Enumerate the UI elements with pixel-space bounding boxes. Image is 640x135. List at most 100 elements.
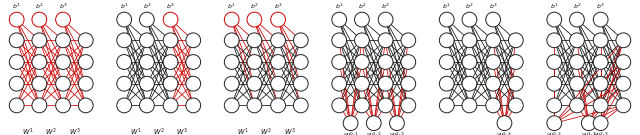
Text: $b^2$: $b^2$ — [250, 2, 259, 11]
Text: $W^{2,3}$: $W^{2,3}$ — [593, 131, 609, 135]
Circle shape — [247, 76, 262, 91]
Circle shape — [247, 55, 262, 69]
Circle shape — [378, 98, 393, 113]
Circle shape — [439, 12, 454, 27]
Circle shape — [116, 12, 132, 27]
Text: $W^3$: $W^3$ — [284, 127, 295, 135]
Circle shape — [186, 98, 201, 113]
Circle shape — [570, 98, 584, 113]
Circle shape — [163, 76, 178, 91]
Circle shape — [439, 55, 454, 69]
Circle shape — [616, 76, 631, 91]
Circle shape — [186, 76, 201, 91]
Text: $b^3$: $b^3$ — [489, 2, 497, 11]
Text: $b^1$: $b^1$ — [120, 2, 129, 11]
Circle shape — [271, 76, 285, 91]
Circle shape — [390, 116, 404, 131]
Circle shape — [271, 12, 285, 27]
Circle shape — [547, 55, 562, 69]
Circle shape — [366, 116, 381, 131]
Circle shape — [439, 33, 454, 48]
Circle shape — [462, 76, 477, 91]
Circle shape — [78, 33, 93, 48]
Circle shape — [570, 55, 584, 69]
Text: $W^1$: $W^1$ — [237, 127, 249, 135]
Circle shape — [378, 12, 393, 27]
Circle shape — [355, 55, 369, 69]
Text: $b^1$: $b^1$ — [442, 2, 451, 11]
Circle shape — [140, 12, 154, 27]
Circle shape — [355, 12, 369, 27]
Circle shape — [593, 116, 608, 131]
Text: $b^1$: $b^1$ — [550, 2, 559, 11]
Circle shape — [293, 55, 308, 69]
Circle shape — [140, 76, 154, 91]
Circle shape — [271, 98, 285, 113]
Circle shape — [355, 76, 369, 91]
Circle shape — [293, 76, 308, 91]
Circle shape — [486, 76, 500, 91]
Circle shape — [224, 33, 239, 48]
Circle shape — [32, 33, 47, 48]
Circle shape — [332, 76, 347, 91]
Circle shape — [32, 12, 47, 27]
Circle shape — [508, 76, 524, 91]
Circle shape — [378, 55, 393, 69]
Circle shape — [224, 55, 239, 69]
Circle shape — [9, 33, 24, 48]
Circle shape — [332, 98, 347, 113]
Circle shape — [462, 12, 477, 27]
Circle shape — [186, 33, 201, 48]
Circle shape — [401, 98, 416, 113]
Text: $W^3$: $W^3$ — [176, 127, 188, 135]
Text: $b^1$: $b^1$ — [12, 2, 21, 11]
Circle shape — [140, 98, 154, 113]
Circle shape — [163, 33, 178, 48]
Circle shape — [224, 12, 239, 27]
Circle shape — [593, 98, 608, 113]
Circle shape — [486, 33, 500, 48]
Circle shape — [401, 55, 416, 69]
Circle shape — [186, 55, 201, 69]
Circle shape — [163, 12, 178, 27]
Circle shape — [78, 76, 93, 91]
Circle shape — [271, 55, 285, 69]
Circle shape — [547, 116, 562, 131]
Circle shape — [247, 98, 262, 113]
Text: $b^3$: $b^3$ — [274, 2, 282, 11]
Circle shape — [616, 33, 631, 48]
Text: $b^2$: $b^2$ — [358, 2, 366, 11]
Text: $W^{1,3}$: $W^{1,3}$ — [581, 131, 596, 135]
Text: $W^{0,1}$: $W^{0,1}$ — [342, 131, 358, 135]
Circle shape — [581, 116, 596, 131]
Circle shape — [547, 33, 562, 48]
Circle shape — [116, 76, 132, 91]
Text: $W^{0,3}$: $W^{0,3}$ — [547, 131, 563, 135]
Circle shape — [224, 98, 239, 113]
Circle shape — [593, 12, 608, 27]
Circle shape — [116, 98, 132, 113]
Circle shape — [56, 98, 70, 113]
Circle shape — [293, 98, 308, 113]
Circle shape — [508, 98, 524, 113]
Text: $W^2$: $W^2$ — [153, 127, 164, 135]
Circle shape — [497, 116, 512, 131]
Circle shape — [78, 98, 93, 113]
Text: $b^2$: $b^2$ — [143, 2, 151, 11]
Circle shape — [439, 76, 454, 91]
Circle shape — [616, 55, 631, 69]
Text: $b^2$: $b^2$ — [35, 2, 44, 11]
Text: $b^3$: $b^3$ — [166, 2, 175, 11]
Circle shape — [56, 76, 70, 91]
Circle shape — [593, 76, 608, 91]
Circle shape — [247, 12, 262, 27]
Text: $W^{1,2}$: $W^{1,2}$ — [366, 131, 381, 135]
Circle shape — [140, 33, 154, 48]
Text: $b^2$: $b^2$ — [465, 2, 474, 11]
Circle shape — [508, 33, 524, 48]
Circle shape — [486, 98, 500, 113]
Circle shape — [293, 33, 308, 48]
Circle shape — [547, 12, 562, 27]
Circle shape — [570, 33, 584, 48]
Circle shape — [163, 55, 178, 69]
